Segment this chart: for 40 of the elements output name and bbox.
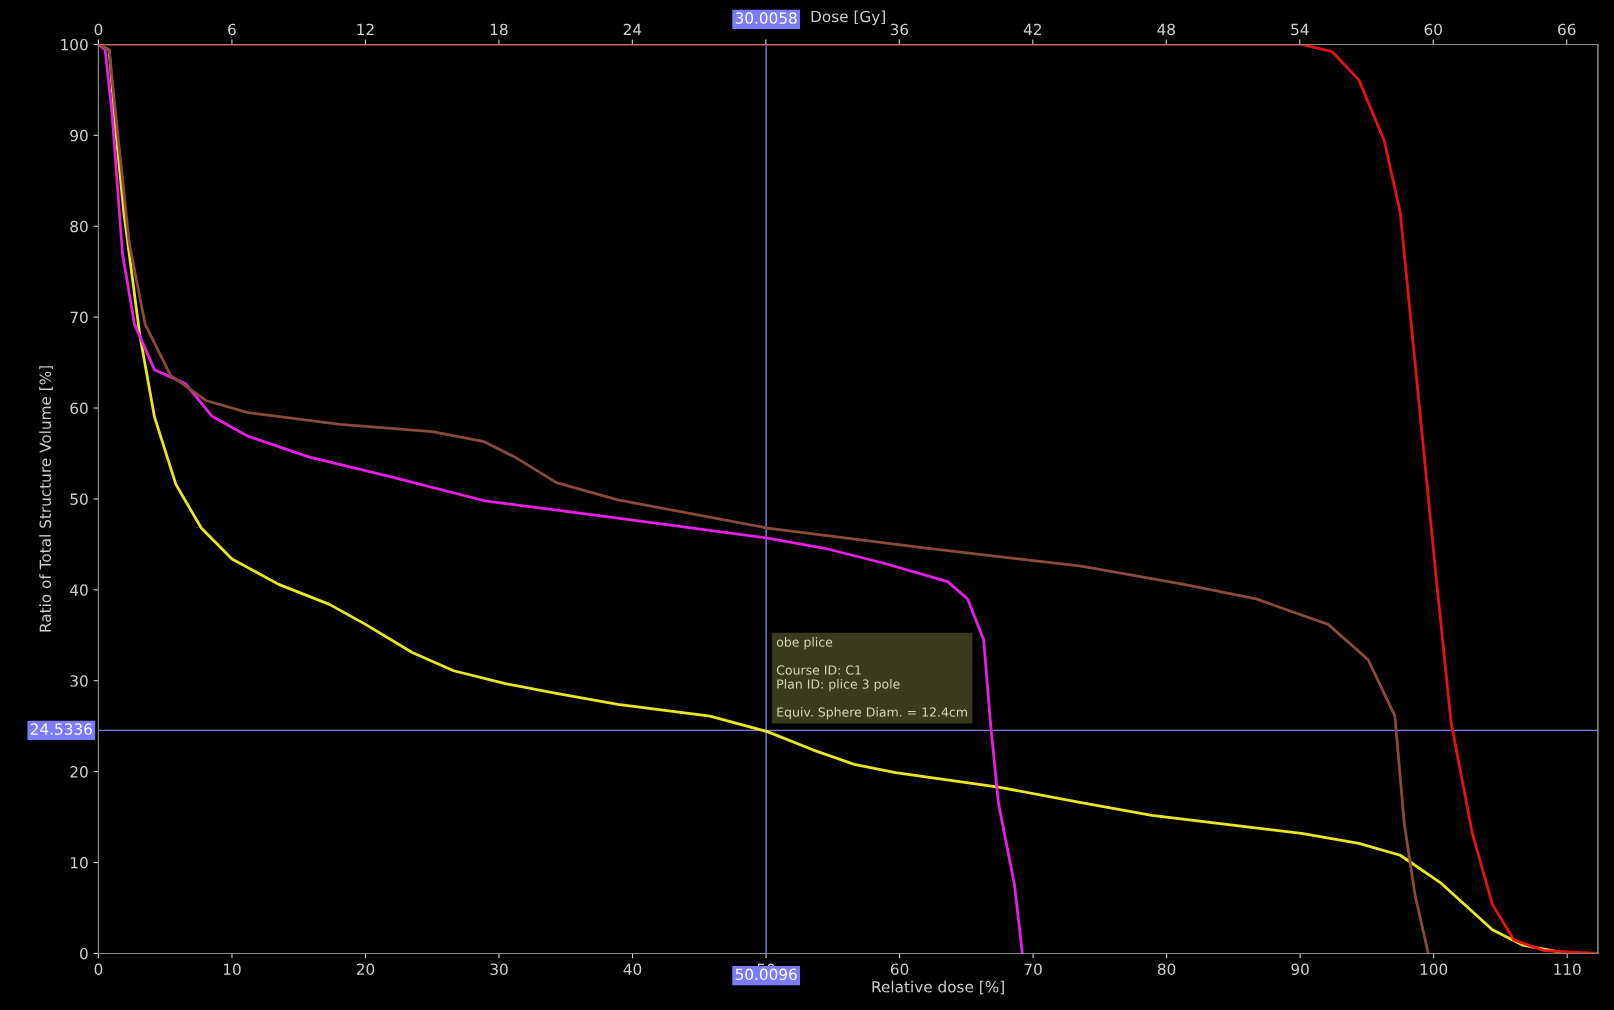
x2-tick-label: 54 [1291, 23, 1309, 36]
y-axis-title: Ratio of Total Structure Volume [%] [39, 366, 53, 632]
x2-tick-label: 24 [623, 23, 642, 36]
x2-axis-title: Dose [Gy] [811, 10, 885, 26]
x2-tick-label: 60 [1424, 23, 1442, 36]
x-tick-label: 10 [223, 963, 241, 975]
x2-tick-label: 42 [1023, 23, 1041, 36]
y-tick-label: 0 [80, 947, 88, 960]
y-tick-label: 80 [70, 220, 88, 233]
x2-tick-label: 0 [94, 23, 103, 36]
x-tick-label: 0 [94, 963, 103, 975]
x-tick-label: 100 [1420, 963, 1448, 975]
x-tick-label: 30 [490, 963, 508, 975]
x-tick-label: 40 [623, 963, 642, 975]
y-tick-label: 90 [70, 129, 88, 142]
x-tick-label: 80 [1157, 963, 1176, 975]
x-axis-title: Relative dose [%] [872, 980, 1004, 995]
x-tick-label: 90 [1291, 963, 1309, 975]
ref-line-label: 24.5336 [30, 723, 92, 735]
y-tick-label: 20 [70, 766, 88, 778]
x-tick-label: 110 [1554, 963, 1581, 975]
text: obe plice Course ID: C1 Plan ID: plice 3 pole Equiv. Sphere Diam. = 12.4cm [776, 637, 967, 720]
x2-tick-label: 18 [490, 23, 508, 36]
annotation: 30.0058 [735, 12, 797, 24]
x2-tick-label: 66 [1558, 23, 1576, 36]
x-tick-label: 60 [890, 963, 909, 975]
y-tick-label: 50 [70, 493, 88, 505]
y-tick-label: 10 [70, 857, 88, 869]
y-tick-label: 40 [70, 584, 88, 596]
x2-tick-label: 48 [1157, 23, 1175, 36]
y-tick-label: 60 [70, 402, 88, 415]
y-tick-label: 70 [70, 311, 88, 324]
y-tick-label: 100 [61, 38, 88, 51]
x2-tick-label: 6 [228, 23, 236, 36]
y-tick-label: 30 [70, 675, 88, 687]
x-tick-label: 70 [1024, 963, 1042, 975]
x-tick-label: 20 [356, 963, 375, 975]
ref-line-label: 50.0096 [735, 968, 797, 981]
x2-tick-label: 12 [357, 23, 374, 36]
x2-tick-label: 36 [890, 23, 909, 36]
